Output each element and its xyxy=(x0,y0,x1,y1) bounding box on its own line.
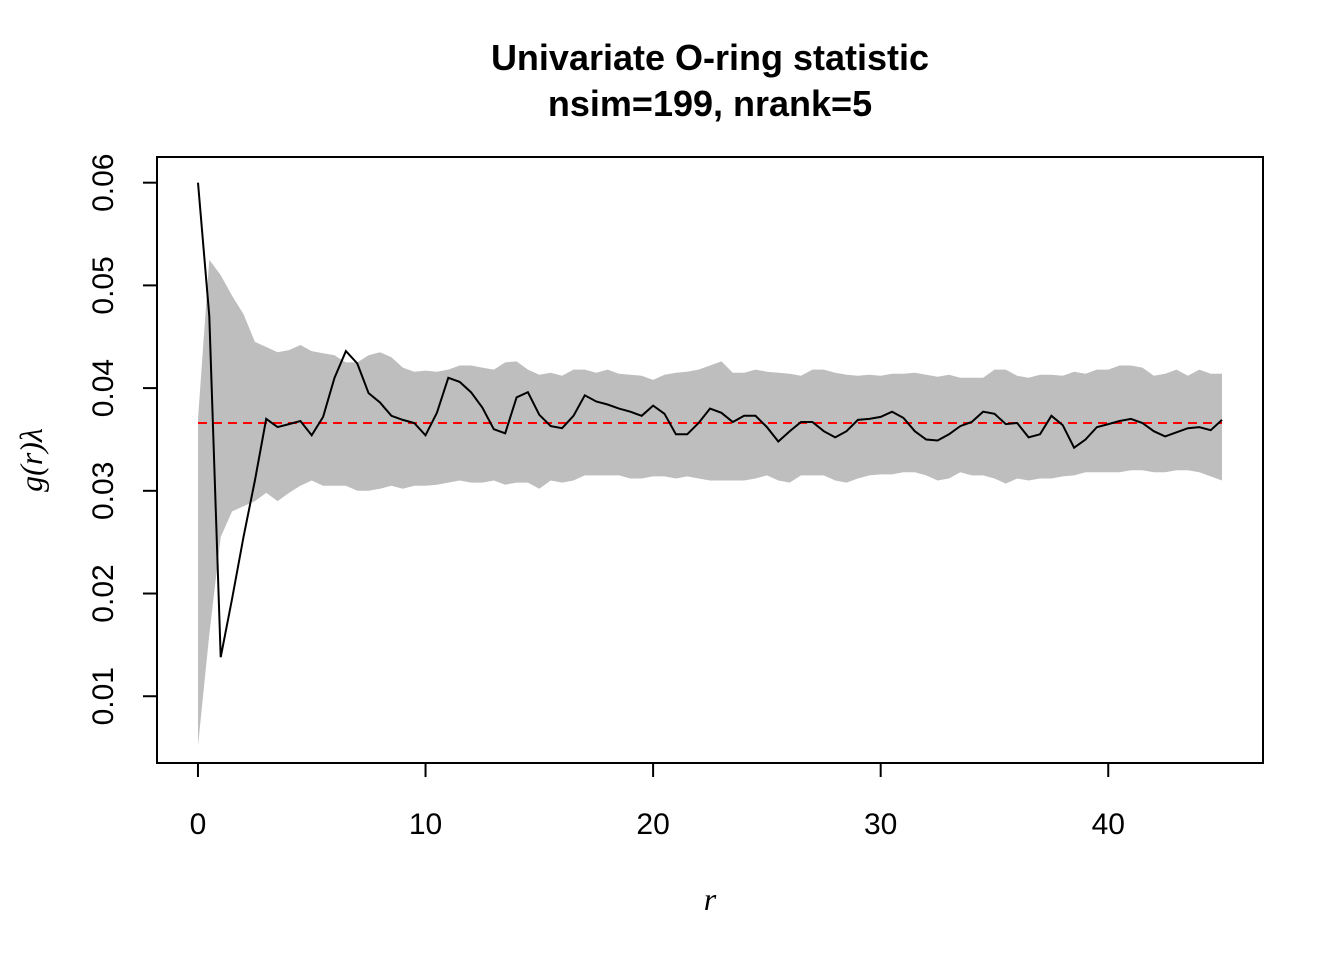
y-axis-label: g(r)λ xyxy=(13,428,49,492)
y-tick-label: 0.03 xyxy=(87,462,120,520)
y-axis: 0.01 0.02 0.03 0.04 0.05 0.06 xyxy=(87,154,158,725)
x-axis: 0 10 20 30 40 xyxy=(190,762,1125,841)
simulation-envelope xyxy=(198,259,1222,746)
x-tick-label: 40 xyxy=(1092,808,1125,841)
y-tick-label: 0.06 xyxy=(87,154,120,212)
series-line-layer xyxy=(197,182,1223,658)
y-tick-label: 0.04 xyxy=(87,359,120,417)
x-tick-label: 20 xyxy=(636,808,669,841)
x-axis-label: r xyxy=(704,881,717,917)
chart-title: Univariate O-ring statistic xyxy=(491,37,929,78)
simulation-envelope-layer xyxy=(198,259,1222,746)
y-tick-label: 0.01 xyxy=(87,667,120,725)
y-tick-label: 0.05 xyxy=(87,256,120,314)
y-tick-label: 0.02 xyxy=(87,564,120,622)
x-tick-label: 0 xyxy=(190,808,207,841)
chart-subtitle: nsim=199, nrank=5 xyxy=(548,83,872,124)
observed-line xyxy=(197,182,1223,658)
x-tick-label: 30 xyxy=(864,808,897,841)
x-tick-label: 10 xyxy=(409,808,442,841)
